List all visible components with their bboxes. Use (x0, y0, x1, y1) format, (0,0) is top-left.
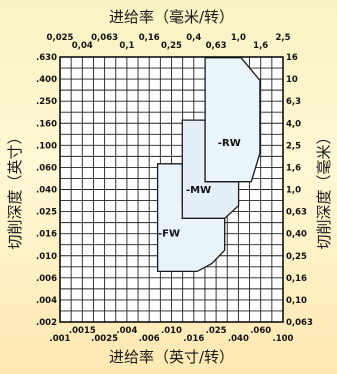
right-tick-label: 0,10 (286, 296, 307, 306)
right-tick-label: 2,5 (286, 141, 301, 151)
region-label-rw: -RW (218, 138, 241, 149)
top-axis-title: 进给率（毫米/转） (109, 8, 234, 26)
bottom-tick-label: .004 (116, 326, 137, 336)
bottom-tick-label: .010 (161, 326, 182, 336)
bottom-tick-label: .100 (273, 334, 294, 344)
right-tick-label: 1,6 (286, 163, 301, 173)
bottom-tick-label: .006 (139, 334, 160, 344)
right-tick-label: 0,063 (286, 318, 313, 328)
bottom-tick-label: .016 (183, 334, 204, 344)
top-tick-label: 1,0 (231, 33, 246, 43)
left-tick-label: .025 (36, 208, 57, 218)
left-tick-label: .250 (36, 97, 57, 107)
right-tick-label: 0,63 (286, 208, 307, 218)
region-rw (204, 57, 261, 183)
bottom-tick-label: .0025 (91, 334, 118, 344)
bottom-tick-label: .025 (206, 326, 227, 336)
right-tick-label: 0,25 (286, 252, 307, 262)
right-tick-label: 6,3 (286, 97, 301, 107)
right-axis-title: 切削深度（毫米） (315, 129, 333, 249)
top-tick-label: 0,25 (161, 41, 182, 51)
top-tick-label: 0,063 (91, 33, 118, 43)
bottom-tick-label: .001 (50, 334, 71, 344)
top-tick-label: 0,04 (72, 41, 93, 51)
top-tick-label: 0,025 (47, 33, 74, 43)
bottom-tick-label: .060 (250, 326, 271, 336)
left-tick-label: .100 (36, 141, 57, 151)
bottom-tick-label: .0015 (69, 326, 96, 336)
left-tick-label: .002 (36, 318, 57, 328)
left-tick-label: .004 (36, 296, 57, 306)
top-tick-label: 0,4 (186, 33, 201, 43)
top-tick-label: 0,1 (119, 41, 134, 51)
regions: -FW -MW -RW (156, 57, 261, 273)
bottom-axis-title: 进给率（英寸/转） (109, 348, 234, 366)
left-tick-label: .630 (36, 53, 57, 63)
left-tick-label: .010 (36, 252, 57, 262)
right-tick-label: 4,0 (286, 119, 301, 129)
left-axis-title: 切削深度（英寸） (6, 129, 24, 249)
region-label-mw: -MW (186, 185, 211, 196)
left-tick-label: .006 (36, 274, 57, 284)
plot-frame (59, 56, 284, 323)
top-tick-label: 1,6 (253, 41, 268, 51)
left-tick-label: .160 (36, 119, 57, 129)
left-tick-label: .400 (36, 75, 57, 85)
right-tick-label: 16 (286, 53, 298, 63)
bottom-tick-label: .040 (228, 334, 249, 344)
right-tick-label: 0,40 (286, 230, 307, 240)
top-tick-label: 2,5 (275, 33, 290, 43)
left-tick-label: .040 (36, 186, 57, 196)
region-label-fw: -FW (158, 228, 180, 239)
left-tick-label: .016 (36, 230, 57, 240)
right-tick-label: 1,0 (286, 186, 301, 196)
right-tick-label: 10 (286, 75, 298, 85)
top-tick-label: 0,63 (206, 41, 227, 51)
left-tick-label: .060 (36, 163, 57, 173)
top-tick-label: 0,16 (139, 33, 160, 43)
right-tick-label: 0,16 (286, 274, 307, 284)
